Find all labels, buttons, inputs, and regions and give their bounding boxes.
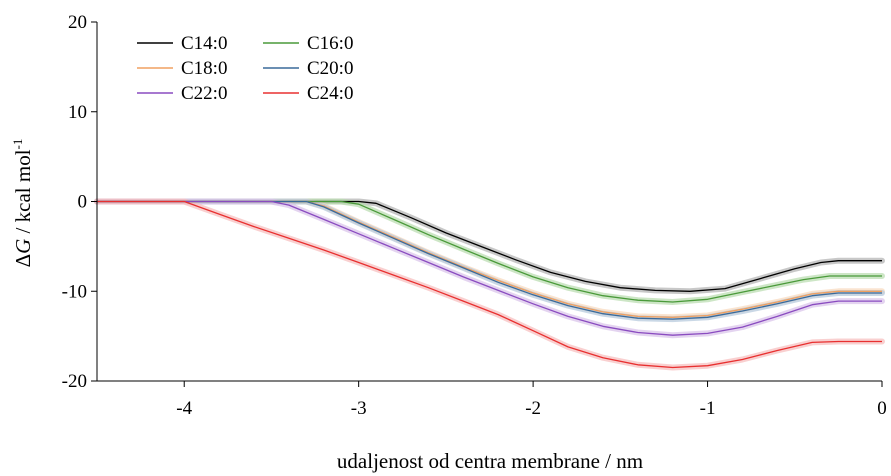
- legend-label-c22-0: C22:0: [181, 83, 227, 104]
- y-tick-label: 0: [78, 192, 88, 213]
- series-line-c18-0: [97, 200, 882, 318]
- series-line-c22-0: [97, 200, 882, 336]
- series-line-c24-0: [97, 200, 882, 369]
- y-tick-label: -20: [62, 371, 87, 392]
- x-axis-title: udaljenost od centra membrane / nm: [337, 449, 643, 473]
- legend-label-c14-0: C14:0: [181, 33, 227, 54]
- y-tick-label: -10: [62, 281, 87, 302]
- y-axis-title-symbol: G: [11, 239, 35, 254]
- y-axis-title-sup: -1: [10, 139, 25, 150]
- legend: C14:0 C16:0 C18:0 C20:0 C22:0 C24:0: [137, 33, 353, 104]
- axes: [91, 21, 883, 387]
- y-tick-label: 10: [68, 102, 87, 123]
- legend-label-c20-0: C20:0: [307, 58, 353, 79]
- y-tick-label: 20: [68, 12, 87, 33]
- legend-label-c18-0: C18:0: [181, 58, 227, 79]
- legend-label-c24-0: C24:0: [307, 83, 353, 104]
- y-axis-title-rest: / kcal mol: [11, 149, 35, 238]
- series-lines: [97, 200, 882, 369]
- y-axis-title: ΔG / kcal mol-1: [10, 139, 35, 268]
- x-tick-label: -4: [176, 398, 192, 419]
- series-line-c20-0: [97, 200, 882, 320]
- x-tick-label: -1: [700, 398, 716, 419]
- error-bands: [94, 198, 885, 371]
- legend-label-c16-0: C16:0: [307, 33, 353, 54]
- series-line-c14-0: [97, 200, 882, 292]
- y-axis-title-prefix: Δ: [11, 254, 35, 268]
- error-band-c22-0: [94, 198, 885, 339]
- x-tick-label: -2: [525, 398, 541, 419]
- series-line-c16-0: [97, 200, 882, 303]
- x-tick-label: 0: [877, 398, 887, 419]
- x-tick-label: -3: [351, 398, 367, 419]
